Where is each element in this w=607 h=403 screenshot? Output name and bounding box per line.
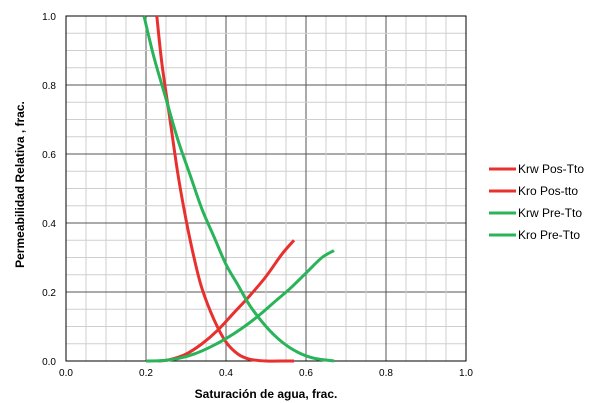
- x-tick-label: 0.2: [139, 368, 153, 379]
- legend-item-kro-pos-tto: Kro Pos-tto: [489, 184, 578, 198]
- legend-item-krw-pos-tto: Krw Pos-Tto: [489, 162, 584, 176]
- legend-label: Krw Pos-Tto: [518, 162, 584, 176]
- y-tick-label: 0.0: [42, 357, 56, 368]
- x-tick-label: 0.6: [299, 368, 313, 379]
- x-tick-label: 1.0: [459, 368, 473, 379]
- x-tick-label: 0.0: [59, 368, 73, 379]
- series-line-kro-pre-tto: [142, 15, 335, 363]
- legend: Krw Pos-Tto Kro Pos-tto Krw Pre-Tto Kro Pre…: [489, 162, 584, 242]
- y-tick-label: 0.8: [42, 81, 56, 92]
- y-axis-title: Permeabilidad Relativa , frac.: [13, 101, 27, 268]
- x-tick-label: 0.8: [379, 368, 393, 379]
- plot-grid: [66, 16, 466, 361]
- y-tick-label: 0.6: [42, 150, 56, 161]
- series-line-kro-pos-tto: [155, 15, 294, 363]
- y-tick-label: 0.2: [42, 288, 56, 299]
- x-tick-label: 0.4: [219, 368, 233, 379]
- legend-label: Kro Pos-tto: [518, 184, 578, 198]
- legend-item-kro-pre-tto: Kro Pre-Tto: [489, 228, 580, 242]
- legend-item-krw-pre-tto: Krw Pre-Tto: [489, 206, 582, 220]
- y-tick-label: 0.4: [42, 219, 56, 230]
- series-line-krw-pre-tto: [145, 249, 335, 363]
- y-tick-label: 1.0: [42, 12, 56, 23]
- legend-label: Kro Pre-Tto: [518, 228, 580, 242]
- series-layer: [142, 15, 335, 363]
- tick-labels: 0.0 0.2 0.4 0.6 0.8 1.0 0.0 0.2 0.4 0.6 0.8 1.0: [42, 12, 473, 379]
- legend-label: Krw Pre-Tto: [518, 206, 582, 220]
- x-axis-title: Saturación de agua, frac.: [195, 387, 338, 401]
